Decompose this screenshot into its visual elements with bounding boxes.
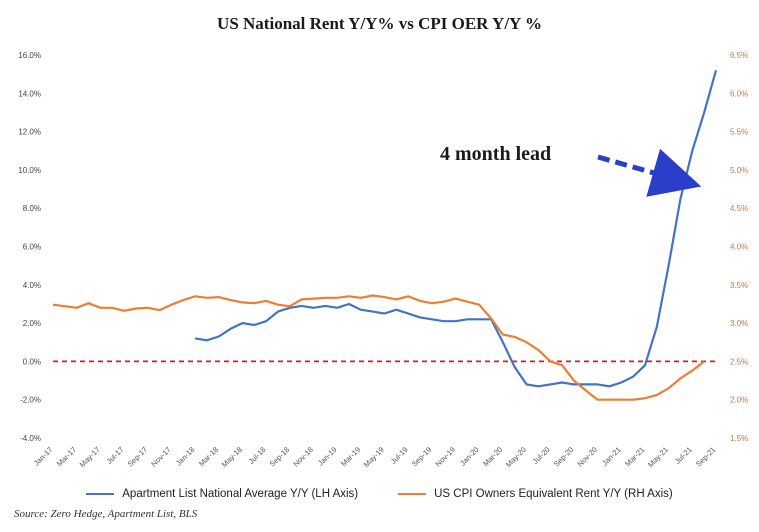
y-right-tick-label: 2.0% bbox=[730, 396, 748, 405]
annotation-arrow bbox=[597, 148, 702, 197]
x-tick-label: Sep-18 bbox=[268, 445, 291, 468]
x-tick-label: Jul-19 bbox=[389, 445, 410, 466]
x-tick-label: May-20 bbox=[504, 445, 528, 469]
y-left-tick-label: 4.0% bbox=[23, 281, 41, 290]
x-tick-label: Nov-18 bbox=[291, 445, 314, 468]
x-tick-label: Mar-19 bbox=[339, 445, 362, 468]
x-tick-label: Jul-20 bbox=[531, 445, 552, 466]
x-tick-label: Sep-19 bbox=[410, 445, 433, 468]
y-left-tick-label: -4.0% bbox=[20, 434, 41, 443]
source-note: Source: Zero Hedge, Apartment List, BLS bbox=[14, 508, 198, 520]
x-tick-label: Jan-20 bbox=[458, 445, 481, 468]
x-tick-label: Nov-19 bbox=[433, 445, 456, 468]
x-tick-label: Jan-17 bbox=[32, 445, 55, 468]
y-right-tick-label: 5.5% bbox=[730, 128, 748, 137]
y-right-tick-label: 2.5% bbox=[730, 357, 748, 366]
legend-item-apartment-list: Apartment List National Average Y/Y (LH … bbox=[86, 488, 358, 500]
y-left-tick-label: 2.0% bbox=[23, 319, 41, 328]
y-right-tick-label: 3.5% bbox=[730, 281, 748, 290]
x-tick-label: Jan-21 bbox=[600, 445, 623, 468]
x-tick-label: Jan-18 bbox=[174, 445, 197, 468]
x-tick-label: Nov-20 bbox=[576, 445, 599, 468]
legend-swatch-orange bbox=[398, 493, 427, 495]
x-tick-label: Mar-21 bbox=[623, 445, 646, 468]
y-left-tick-label: -2.0% bbox=[20, 396, 41, 405]
legend-label-apartment-list: Apartment List National Average Y/Y (LH … bbox=[122, 488, 359, 500]
y-right-tick-label: 4.5% bbox=[730, 204, 748, 213]
annotation-text: 4 month lead bbox=[440, 143, 552, 165]
series-line-cpi-oer bbox=[52, 294, 705, 401]
y-left-tick-label: 16.0% bbox=[18, 51, 41, 60]
y-right-tick-label: 5.0% bbox=[730, 166, 748, 175]
y-right-tick-label: 1.5% bbox=[730, 434, 748, 443]
x-tick-label: Mar-20 bbox=[481, 445, 504, 468]
y-right-tick-label: 6.0% bbox=[730, 89, 748, 98]
x-tick-label: Sep-20 bbox=[552, 445, 575, 468]
x-tick-label: May-19 bbox=[362, 445, 386, 469]
x-tick-label: Jul-17 bbox=[105, 445, 126, 466]
y-left-tick-label: 8.0% bbox=[23, 204, 41, 213]
y-left-tick-label: 6.0% bbox=[23, 243, 41, 252]
y-left-tick-label: 14.0% bbox=[18, 89, 41, 98]
series-line-apartment-list bbox=[194, 70, 718, 388]
x-tick-label: Mar-18 bbox=[197, 445, 220, 468]
y-left-tick-label: 0.0% bbox=[23, 357, 41, 366]
legend: Apartment List National Average Y/Y (LH … bbox=[0, 488, 759, 500]
x-tick-label: Jul-18 bbox=[247, 445, 268, 466]
x-tick-label: Nov-17 bbox=[149, 445, 172, 468]
legend-label-cpi-oer: US CPI Owners Equivalent Rent Y/Y (RH Ax… bbox=[434, 488, 673, 500]
x-tick-label: Sep-17 bbox=[126, 445, 149, 468]
y-left-tick-label: 10.0% bbox=[18, 166, 41, 175]
y-right-tick-label: 6.5% bbox=[730, 51, 748, 60]
x-tick-label: Jul-21 bbox=[673, 445, 694, 466]
x-tick-label: Jan-19 bbox=[316, 445, 339, 468]
y-right-tick-label: 3.0% bbox=[730, 319, 748, 328]
y-right-tick-label: 4.0% bbox=[730, 243, 748, 252]
chart-title: US National Rent Y/Y% vs CPI OER Y/Y % bbox=[217, 14, 542, 33]
x-tick-label: May-21 bbox=[646, 445, 670, 469]
legend-swatch-blue bbox=[86, 493, 115, 495]
x-tick-label: May-17 bbox=[78, 445, 102, 469]
x-tick-label: May-18 bbox=[220, 445, 244, 469]
legend-item-cpi-oer: US CPI Owners Equivalent Rent Y/Y (RH Ax… bbox=[398, 488, 673, 500]
x-tick-label: Sep-21 bbox=[694, 445, 717, 468]
x-tick-label: Mar-17 bbox=[55, 445, 78, 468]
y-left-tick-label: 12.0% bbox=[18, 128, 41, 137]
